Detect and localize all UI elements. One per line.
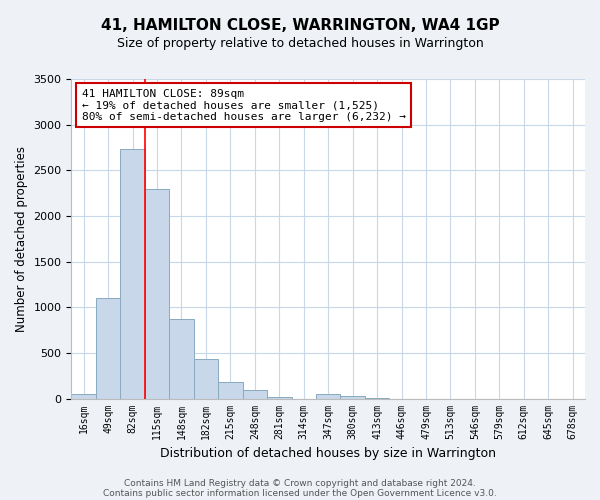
Bar [267, 396, 292, 398]
Bar [340, 396, 365, 398]
Y-axis label: Number of detached properties: Number of detached properties [15, 146, 28, 332]
Bar [194, 360, 218, 399]
Text: Size of property relative to detached houses in Warrington: Size of property relative to detached ho… [116, 38, 484, 51]
Bar [121, 150, 145, 398]
Bar [96, 298, 121, 398]
Bar [145, 190, 169, 398]
Bar [71, 394, 96, 398]
Bar [169, 319, 194, 398]
Text: Contains public sector information licensed under the Open Government Licence v3: Contains public sector information licen… [103, 488, 497, 498]
Text: 41, HAMILTON CLOSE, WARRINGTON, WA4 1GP: 41, HAMILTON CLOSE, WARRINGTON, WA4 1GP [101, 18, 499, 32]
Bar [218, 382, 242, 398]
Text: 41 HAMILTON CLOSE: 89sqm
← 19% of detached houses are smaller (1,525)
80% of sem: 41 HAMILTON CLOSE: 89sqm ← 19% of detach… [82, 88, 406, 122]
Bar [242, 390, 267, 398]
Text: Contains HM Land Registry data © Crown copyright and database right 2024.: Contains HM Land Registry data © Crown c… [124, 478, 476, 488]
X-axis label: Distribution of detached houses by size in Warrington: Distribution of detached houses by size … [160, 447, 496, 460]
Bar [316, 394, 340, 398]
